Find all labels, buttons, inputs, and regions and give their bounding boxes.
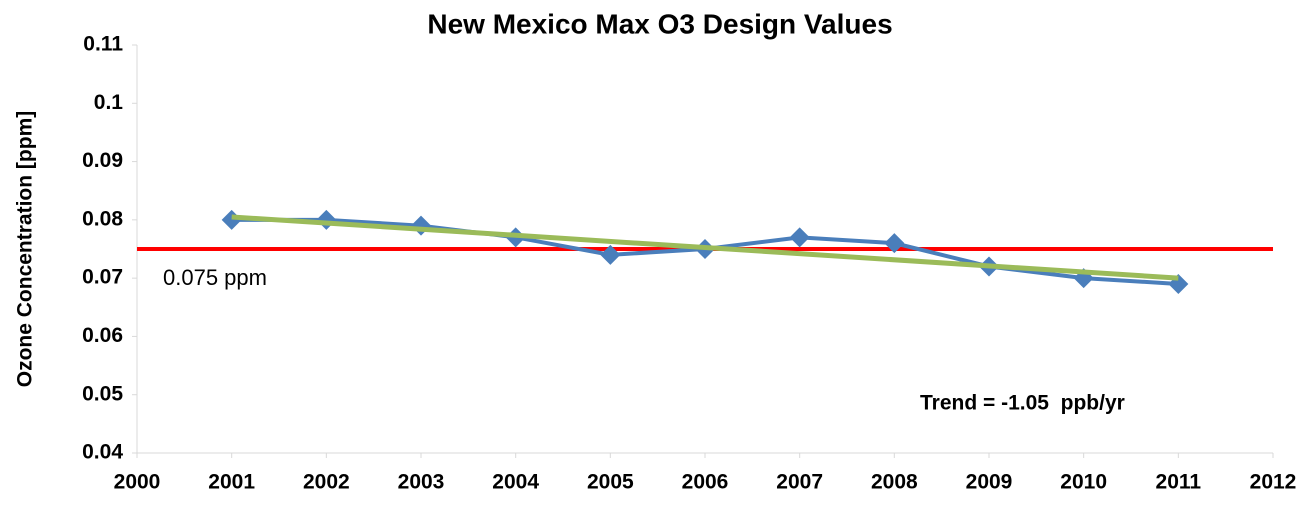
point xyxy=(316,209,337,230)
y-tick-label: 0.08 xyxy=(82,207,123,230)
series-line xyxy=(231,214,1179,281)
trend-annotation: Trend = -1.05 ppb/yr xyxy=(920,392,1125,415)
x-tick-label: 2006 xyxy=(682,471,729,494)
point xyxy=(789,227,810,248)
x-tick-label: 2004 xyxy=(492,471,539,494)
x-tick-label: 2000 xyxy=(114,471,161,494)
y-tick-label: 0.1 xyxy=(94,91,124,114)
chart-title: New Mexico Max O3 Design Values xyxy=(427,8,892,39)
x-tick-label: 2007 xyxy=(776,471,823,494)
point xyxy=(411,215,431,236)
y-tick-label: 0.09 xyxy=(82,149,123,172)
y-axis-label: Ozone Concentration [ppm] xyxy=(14,111,37,388)
point xyxy=(600,244,621,265)
y-tick-label: 0.05 xyxy=(82,382,123,405)
x-tick-label: 2008 xyxy=(871,471,918,494)
y-tick-label: 0.11 xyxy=(83,33,123,56)
x-tick-label: 2003 xyxy=(398,471,445,494)
x-tick-label: 2010 xyxy=(1060,471,1107,494)
point xyxy=(884,233,905,254)
x-tick-label: 2011 xyxy=(1156,471,1202,494)
x-tick-label: 2012 xyxy=(1250,471,1297,494)
x-tick-label: 2005 xyxy=(587,471,634,494)
y-tick-label: 0.06 xyxy=(82,324,123,347)
x-tick-label: 2009 xyxy=(966,471,1013,494)
x-tick-label: 2001 xyxy=(208,471,255,494)
x-tick-label: 2002 xyxy=(303,471,350,494)
reference-label: 0.075 ppm xyxy=(163,265,267,290)
y-tick-label: 0.07 xyxy=(82,266,123,289)
y-tick-label: 0.04 xyxy=(82,441,123,464)
